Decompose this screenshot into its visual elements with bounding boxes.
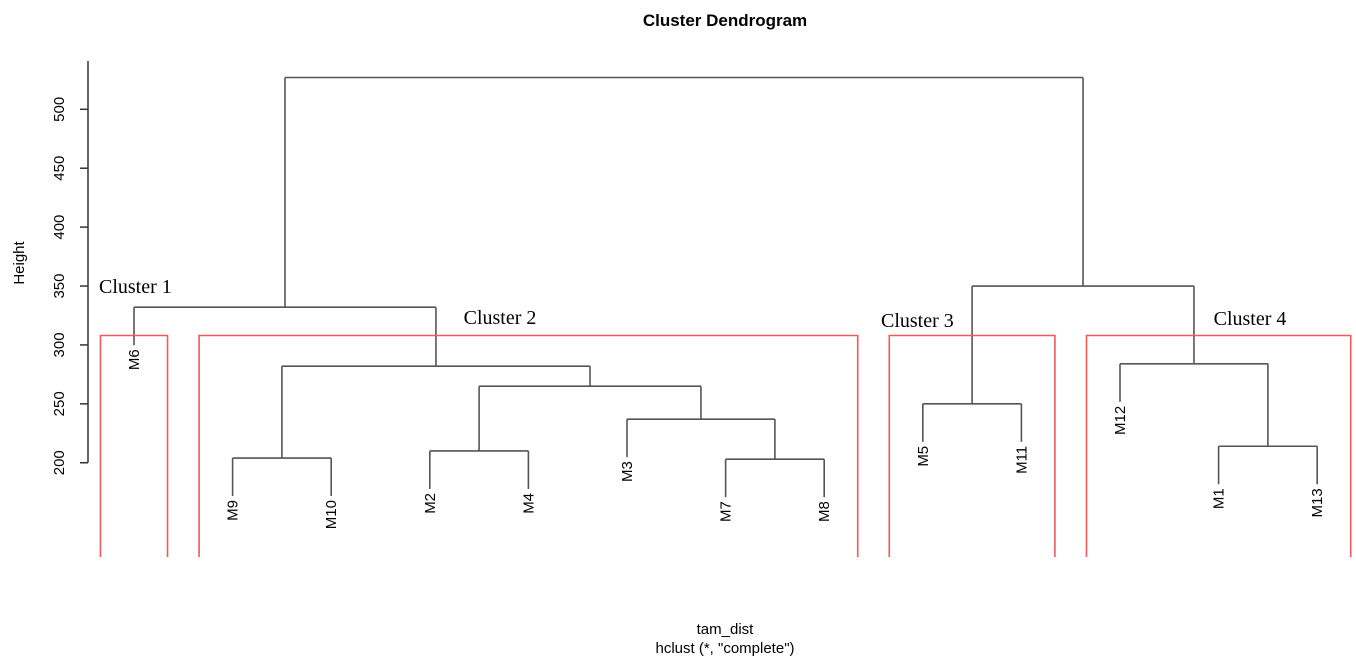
leaf-label: M10 (323, 500, 340, 529)
y-tick-label: 350 (51, 274, 68, 299)
leaf-label: M3 (619, 461, 636, 482)
cluster-box (198, 334, 859, 557)
cluster-box (888, 334, 1056, 557)
subtitle: hclust (*, "complete") (655, 640, 794, 657)
leaf-label: M5 (915, 446, 932, 467)
y-tick-label: 450 (51, 156, 68, 181)
cluster-box (1085, 334, 1352, 557)
leaf-label: M7 (718, 501, 735, 522)
leaf-label: M9 (225, 500, 242, 521)
leaf-label: M13 (1309, 488, 1326, 517)
y-tick-label: 200 (51, 450, 68, 475)
x-axis-label: tam_dist (697, 621, 755, 638)
leaf-label: M6 (126, 349, 143, 370)
leaf-label: M12 (1112, 406, 1129, 435)
leaf-label: M11 (1013, 446, 1030, 474)
cluster-label: Cluster 3 (881, 310, 954, 332)
chart-title: Cluster Dendrogram (643, 11, 807, 30)
leaf-label: M1 (1211, 488, 1228, 509)
cluster-box (99, 334, 169, 557)
cluster-label: Cluster 1 (99, 276, 172, 298)
cluster-label: Cluster 2 (464, 307, 537, 329)
y-tick-label: 400 (51, 215, 68, 240)
cluster-label: Cluster 4 (1214, 308, 1287, 330)
y-tick-label: 500 (51, 97, 68, 122)
y-tick-label: 300 (51, 332, 68, 357)
y-tick-label: 250 (51, 391, 68, 416)
y-axis-label: Height (11, 240, 28, 284)
leaf-label: M2 (422, 493, 439, 514)
leaf-label: M4 (520, 493, 537, 514)
leaf-label: M8 (816, 501, 833, 522)
